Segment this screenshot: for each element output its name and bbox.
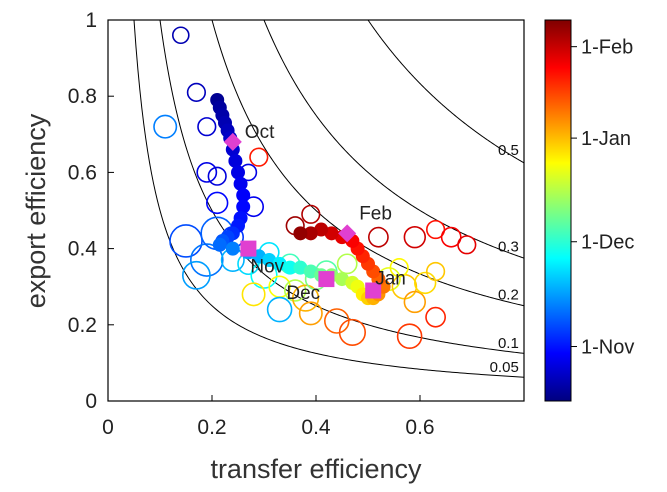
month-label: Jan <box>375 269 406 290</box>
open-point <box>266 296 293 323</box>
isoline <box>159 20 524 354</box>
filled-point <box>225 241 240 256</box>
open-point <box>292 284 320 312</box>
y-tick-label: 0.4 <box>68 238 98 261</box>
x-axis-ticks: 0 0.2 0.4 0.6 <box>102 395 435 439</box>
filled-point <box>228 153 243 168</box>
open-point <box>181 260 211 290</box>
month-marker <box>338 224 357 243</box>
open-point <box>196 161 218 183</box>
filled-point <box>236 199 251 214</box>
open-point <box>338 318 367 347</box>
colorbar-tick-label: 1-Nov <box>581 337 634 359</box>
month-label: Feb <box>359 203 392 224</box>
colorbar-gradient <box>544 19 572 402</box>
y-tick-label: 0 <box>85 390 97 413</box>
open-point <box>197 117 217 137</box>
open-point <box>207 166 227 186</box>
isoline <box>263 20 524 259</box>
isoline-label: 0.3 <box>498 238 519 255</box>
open-point <box>457 235 477 255</box>
open-point <box>298 301 323 326</box>
y-axis-ticks: 0 0.2 0.4 0.6 0.8 1 <box>68 9 114 413</box>
filled-point <box>293 226 308 241</box>
open-point <box>389 258 409 278</box>
open-point <box>367 226 389 248</box>
colorbar-tick-label: 1-Dec <box>581 232 634 254</box>
colorbar-tick-label: 1-Jan <box>581 128 631 150</box>
colorbar-tick-label: 1-Feb <box>581 37 633 59</box>
open-point <box>301 204 321 224</box>
open-point <box>186 82 206 102</box>
y-tick-label: 0.6 <box>68 161 97 184</box>
month-label: Oct <box>245 122 275 143</box>
open-point <box>206 191 229 215</box>
open-point <box>414 271 437 295</box>
x-tick-label: 0.4 <box>301 416 331 439</box>
open-point <box>241 282 266 307</box>
month-marker <box>318 271 335 288</box>
open-point <box>336 253 358 275</box>
filled-point <box>236 188 251 203</box>
isoline-label: 0.5 <box>498 142 519 159</box>
filled-point <box>233 176 248 191</box>
filled-point <box>212 237 227 252</box>
open-point <box>323 308 350 334</box>
month-marker <box>223 132 242 151</box>
open-point <box>284 279 307 302</box>
month-marker <box>365 282 382 299</box>
filled-point <box>283 260 297 275</box>
filled-point <box>231 165 245 180</box>
isoline-label: 0.1 <box>498 335 519 352</box>
x-tick-label: 0.6 <box>405 416 434 439</box>
open-point <box>403 290 426 314</box>
open-point <box>172 26 190 45</box>
y-tick-label: 0.8 <box>68 85 97 108</box>
isoline-labels: 0.05 0.1 0.2 0.3 0.5 <box>490 142 519 376</box>
x-tick-label: 0.2 <box>197 416 226 439</box>
x-tick-label: 0 <box>102 416 114 439</box>
open-point <box>190 243 224 277</box>
isoline-label: 0.05 <box>490 359 519 376</box>
open-point <box>153 114 178 139</box>
isoline <box>133 20 524 378</box>
y-tick-label: 0.2 <box>68 314 97 337</box>
colorbar-ticks: 1-Nov 1-Dec 1-Jan 1-Feb <box>571 37 634 359</box>
colorbar: 1-Nov 1-Dec 1-Jan 1-Feb <box>544 19 634 402</box>
isolines <box>133 20 524 378</box>
isoline-label: 0.2 <box>498 287 519 304</box>
open-point <box>249 147 269 167</box>
month-marker <box>240 240 257 257</box>
open-point <box>169 224 203 258</box>
open-point <box>426 261 446 282</box>
month-label: Nov <box>250 257 284 278</box>
y-axis-label: export efficiency <box>21 113 51 308</box>
isoline <box>211 20 524 307</box>
open-point <box>403 225 426 249</box>
isoline <box>367 20 524 164</box>
open-point <box>425 306 447 328</box>
y-tick-label: 1 <box>85 9 97 32</box>
filled-point <box>303 226 318 241</box>
x-axis-label: transfer efficiency <box>210 454 422 484</box>
filled-points <box>210 93 391 306</box>
open-point <box>440 226 462 248</box>
month-label: Dec <box>286 283 320 304</box>
open-point <box>396 323 423 350</box>
